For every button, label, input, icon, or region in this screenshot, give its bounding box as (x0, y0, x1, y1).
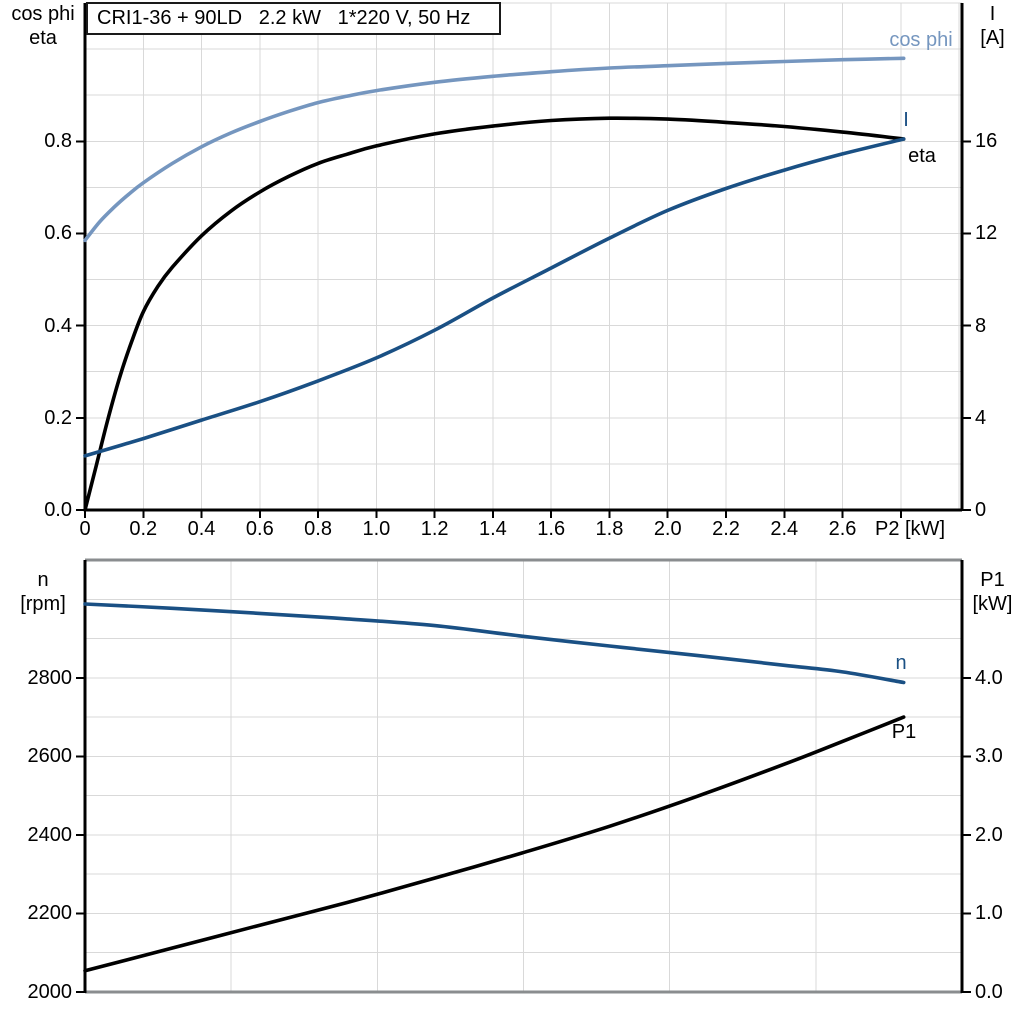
y-right-tick-label: 8 (975, 314, 987, 337)
y-left-tick-label: 0.8 (44, 130, 72, 153)
x-axis-title: P2 [kW] (874, 518, 945, 540)
y-right-axis-title-line1: I (989, 3, 996, 25)
y-left-tick-label: 2800 (27, 666, 73, 689)
y-right-axis-title-line2: [kW] (972, 593, 1013, 615)
x-tick-label: 2.2 (712, 518, 740, 540)
curve-label-i: I (903, 109, 909, 131)
y-left-axis-title-line1: cos phi (11, 3, 75, 25)
y-right-tick-label: 2.0 (975, 823, 1003, 846)
y-right-tick-label: 16 (975, 130, 998, 153)
y-left-tick-label: 0.4 (44, 314, 72, 337)
y-right-axis-title-line2: [A] (980, 27, 1005, 49)
y-left-tick-label: 2400 (27, 823, 73, 846)
curve-label-eta: eta (908, 145, 936, 167)
chart-title: CRI1-36 + 90LD 2.2 kW 1*220 V, 50 Hz (97, 7, 471, 29)
x-tick-label: 2.4 (770, 518, 799, 540)
y-right-tick-label: 0.0 (975, 981, 1003, 1003)
x-tick-label: 2.6 (828, 518, 857, 540)
x-tick-label: 0.2 (129, 518, 158, 540)
y-left-tick-label: 2200 (27, 902, 73, 925)
curve-cos-phi (83, 56, 906, 243)
y-left-tick-label: 2600 (27, 745, 73, 768)
curve-eta (83, 116, 906, 512)
y-left-tick-label: 0.6 (44, 222, 72, 245)
x-tick-label: 1.6 (537, 518, 566, 540)
y-right-tick-label: 1.0 (975, 902, 1003, 925)
curve-i (83, 137, 906, 458)
x-tick-label: 1.2 (420, 518, 449, 540)
x-tick-label: 0.6 (245, 518, 274, 540)
curve-n (83, 602, 906, 685)
x-tick-label: 0.8 (304, 518, 332, 540)
curve-p1 (83, 715, 906, 973)
y-left-tick-label: 0.2 (44, 406, 72, 429)
curve-label-cos-phi: cos phi (889, 29, 953, 51)
y-right-tick-label: 4 (975, 406, 987, 429)
y-right-tick-label: 0 (975, 499, 987, 521)
y-left-tick-label: 0.0 (44, 499, 72, 521)
y-right-tick-label: 4.0 (975, 666, 1003, 689)
x-tick-label: 1.8 (595, 518, 624, 540)
y-right-tick-label: 3.0 (975, 745, 1003, 768)
x-tick-label: 2.0 (653, 518, 682, 540)
x-tick-label: 0.4 (187, 518, 216, 540)
y-right-tick-label: 12 (975, 222, 998, 245)
y-right-axis-title-line1: P1 (980, 569, 1005, 591)
chart-title-box: CRI1-36 + 90LD 2.2 kW 1*220 V, 50 Hz (86, 2, 501, 35)
curve-label-n: n (895, 652, 907, 674)
curve-label-p1: P1 (891, 721, 917, 743)
y-left-axis-title-line2: eta (29, 27, 57, 49)
y-left-axis-title-line2: [rpm] (20, 593, 66, 615)
x-tick-label: 1.4 (479, 518, 507, 540)
x-tick-label: 0 (79, 518, 91, 540)
y-left-axis-title-line1: n (37, 569, 49, 591)
y-left-tick-label: 2000 (27, 981, 73, 1003)
x-tick-label: 1.0 (362, 518, 391, 540)
